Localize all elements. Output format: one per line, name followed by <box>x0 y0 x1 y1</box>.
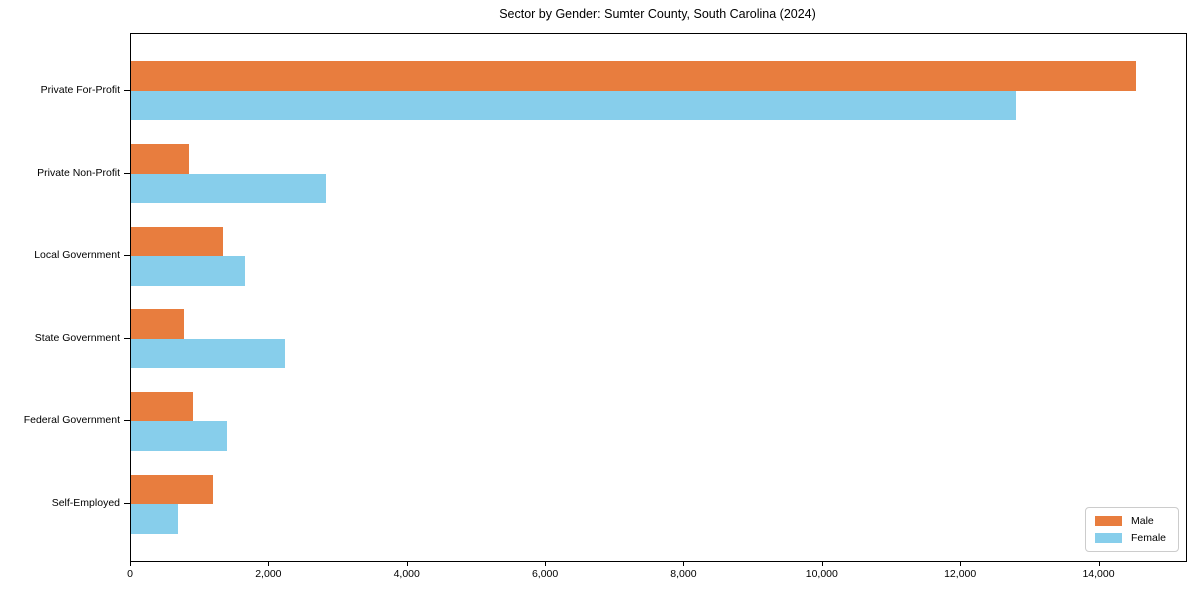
y-tick-mark <box>124 503 130 504</box>
female-color-swatch <box>1094 533 1122 543</box>
x-tick-mark <box>683 561 685 566</box>
bar-female-self-employed <box>131 504 178 534</box>
y-tick-mark <box>124 337 130 339</box>
legend-label-male: Male <box>1130 515 1154 527</box>
legend-item-female: Female <box>1094 532 1166 544</box>
y-tick-mark <box>124 255 130 257</box>
x-tick-mark <box>268 561 270 566</box>
x-tick-label: 14,000 <box>1082 568 1115 580</box>
x-tick-label: 6,000 <box>531 568 559 580</box>
y-tick-label: Private For-Profit <box>40 83 120 96</box>
y-tick-mark <box>124 172 130 174</box>
bar-female-state-government <box>131 338 285 369</box>
y-tick-label: State Government <box>34 331 120 344</box>
male-color-swatch <box>1094 516 1122 526</box>
bar-male-self-employed <box>131 474 214 504</box>
plot-area: Male Female <box>130 33 1187 562</box>
x-tick-label: 12,000 <box>944 568 977 580</box>
bar-male-federal-government <box>131 391 193 422</box>
y-tick-label: Federal Government <box>23 414 120 427</box>
x-tick-mark <box>130 561 131 566</box>
y-tick-mark <box>124 420 130 422</box>
y-tick-label: Private Non-Profit <box>37 166 120 179</box>
x-tick-mark <box>406 561 408 566</box>
bar-male-state-government <box>131 309 184 339</box>
x-tick-label: 0 <box>127 568 133 580</box>
legend-label-female: Female <box>1130 532 1166 544</box>
x-tick-mark <box>1098 561 1100 566</box>
y-tick-label: Self-Employed <box>51 497 120 509</box>
bar-female-federal-government <box>131 421 228 451</box>
x-tick-label: 8,000 <box>670 568 697 580</box>
x-tick-label: 10,000 <box>805 568 838 580</box>
x-tick-label: 2,000 <box>255 568 282 580</box>
bar-male-private-for-profit <box>131 61 1137 91</box>
x-tick-mark <box>821 561 823 566</box>
bar-female-private-for-profit <box>131 90 1016 121</box>
x-tick-mark <box>960 561 962 566</box>
bar-male-private-non-profit <box>131 144 190 174</box>
bar-male-local-government <box>131 226 223 257</box>
y-tick-label: Local Government <box>34 249 120 262</box>
legend-item-male: Male <box>1094 515 1166 527</box>
y-tick-mark <box>124 89 130 91</box>
bar-female-private-non-profit <box>131 173 327 204</box>
x-tick-mark <box>545 561 547 566</box>
x-tick-label: 4,000 <box>393 568 420 580</box>
bar-female-local-government <box>131 256 245 286</box>
legend: Male Female <box>1084 507 1179 552</box>
chart-title: Sector by Gender: Sumter County, South C… <box>499 7 816 21</box>
